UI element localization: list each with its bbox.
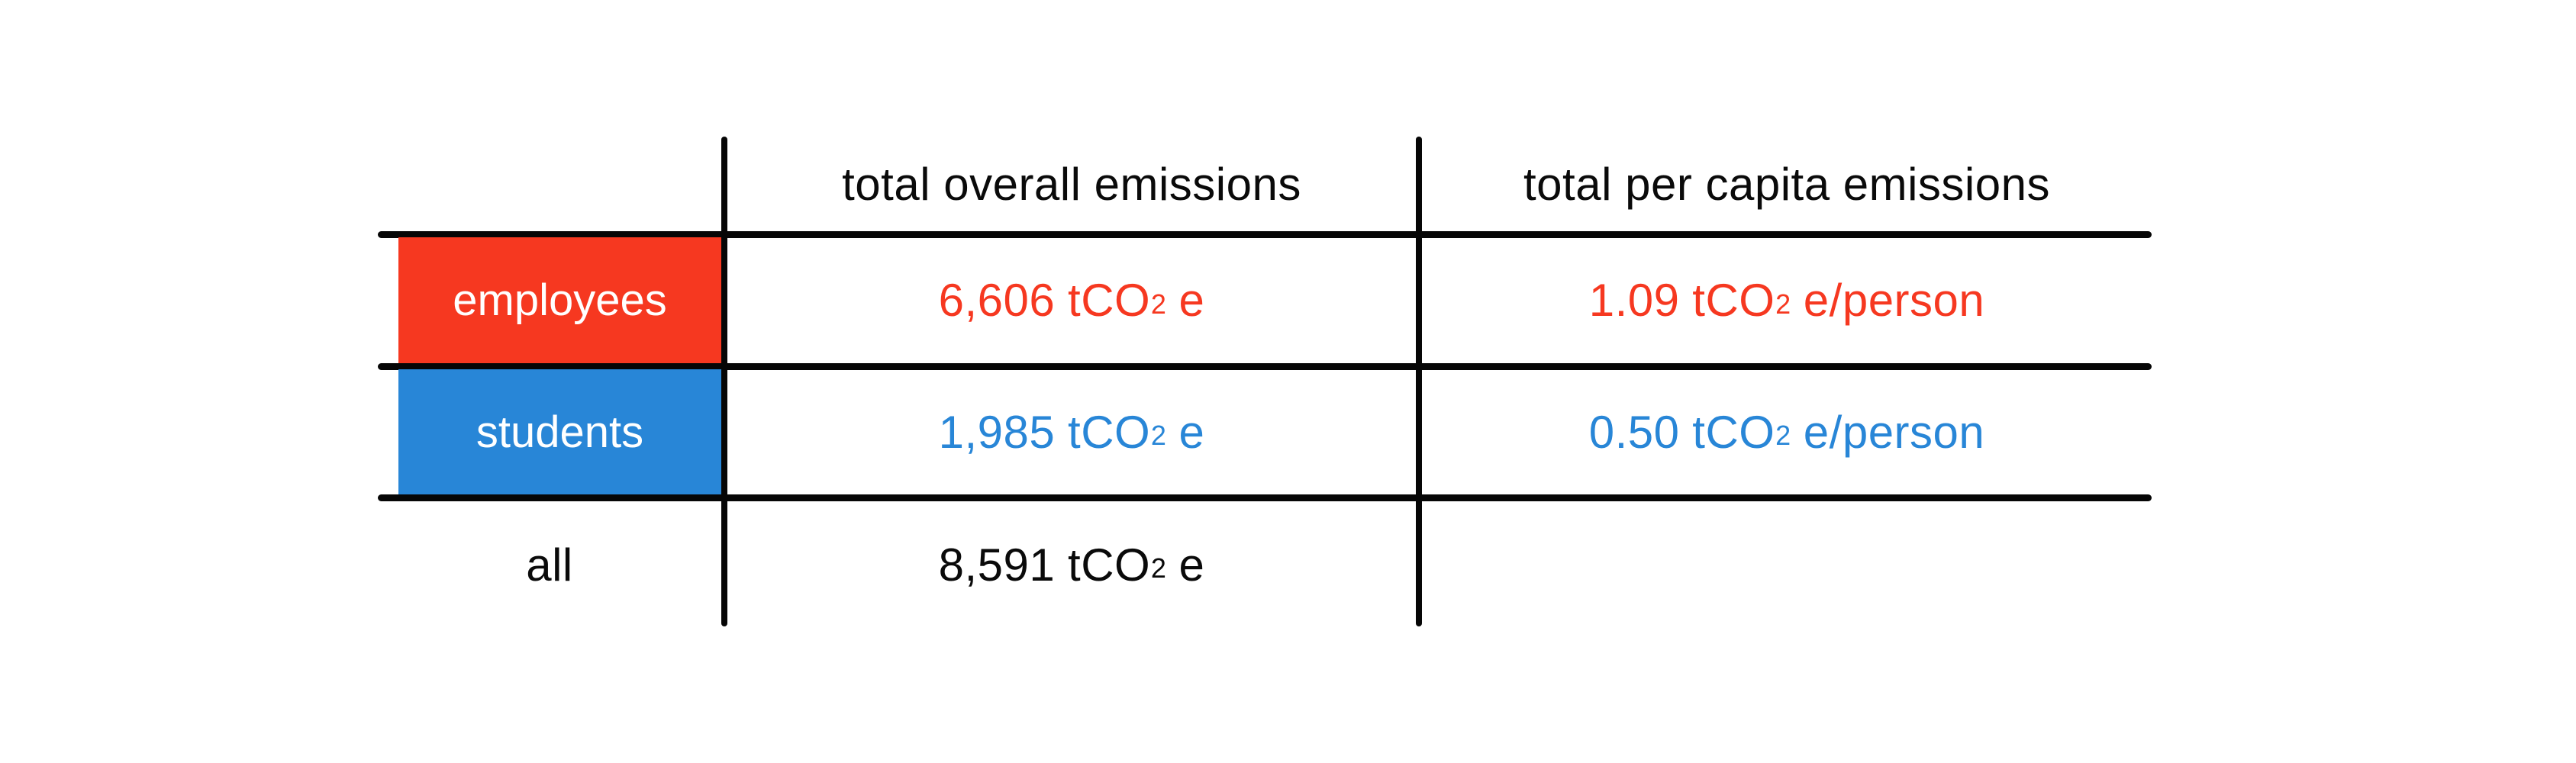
column-header-total-per-capita-emissions: total per capita emissions bbox=[1523, 158, 2050, 210]
all-total-overall-emissions-value: 8,591 tCO 2 e bbox=[938, 539, 1205, 591]
row-label-all: all bbox=[526, 539, 573, 591]
employees-total-per-capita-emissions-value: 1.09 tCO 2 e/person bbox=[1588, 275, 1985, 326]
unit-prefix: tCO bbox=[1692, 275, 1775, 326]
column-header-total-overall-emissions: total overall emissions bbox=[842, 158, 1301, 210]
all-total-per-capita-emissions-empty-cell bbox=[1422, 504, 2152, 626]
students-total-overall-emissions-value: 1,985 tCO 2 e bbox=[938, 406, 1205, 458]
value-number: 6,606 bbox=[938, 275, 1056, 326]
employees-total-overall-emissions-value: 6,606 tCO 2 e bbox=[938, 275, 1205, 326]
value-number: 1.09 bbox=[1588, 275, 1680, 326]
unit-suffix: e bbox=[1178, 539, 1205, 591]
row-label-employees: employees bbox=[398, 237, 721, 363]
unit-prefix: tCO bbox=[1692, 406, 1775, 458]
unit-prefix: tCO bbox=[1068, 539, 1151, 591]
value-number: 8,591 bbox=[938, 539, 1056, 591]
row-label-students: students bbox=[398, 369, 721, 494]
value-number: 1,985 bbox=[938, 406, 1056, 458]
unit-prefix: tCO bbox=[1068, 275, 1151, 326]
unit-suffix: e/person bbox=[1803, 275, 1985, 326]
row-divider-line-employees bbox=[378, 363, 2152, 370]
column-divider-line-1 bbox=[721, 137, 727, 626]
row-divider-line-students bbox=[378, 494, 2152, 501]
unit-suffix: e bbox=[1178, 406, 1205, 458]
unit-suffix: e bbox=[1178, 275, 1205, 326]
unit-suffix: e/person bbox=[1803, 406, 1985, 458]
row-divider-line-header bbox=[378, 231, 2152, 238]
students-total-per-capita-emissions-value: 0.50 tCO 2 e/person bbox=[1588, 406, 1985, 458]
value-number: 0.50 bbox=[1588, 406, 1680, 458]
unit-prefix: tCO bbox=[1068, 406, 1151, 458]
column-divider-line-2 bbox=[1416, 137, 1422, 626]
